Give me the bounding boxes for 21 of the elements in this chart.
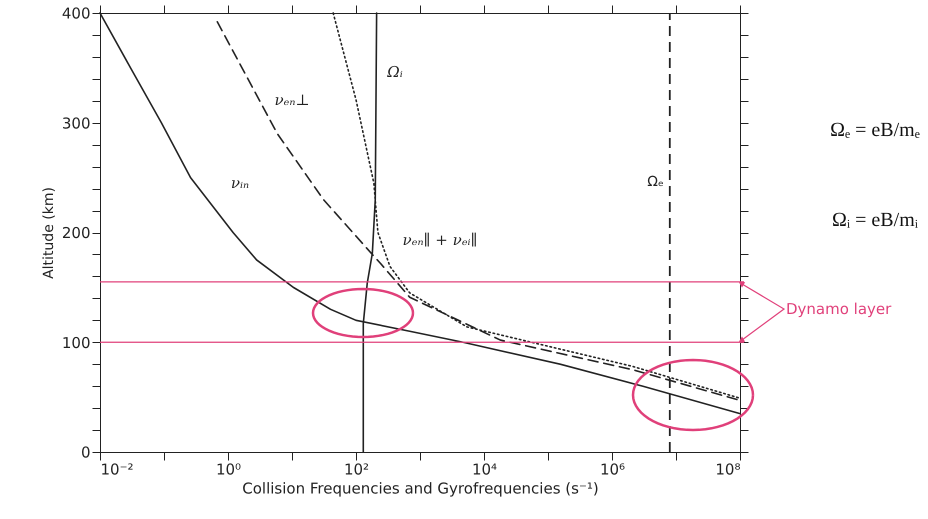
annotation: νᵢₙ: [230, 174, 250, 192]
y-tick-label: 300: [62, 114, 90, 132]
text: Dynamo layer: [786, 300, 892, 318]
y-tick-label: 400: [62, 4, 90, 22]
ref-line-label: Ωₑ: [647, 174, 664, 190]
text: Ωᵢ = eB/mᵢ: [832, 209, 919, 231]
y-tick-label: 0: [80, 444, 90, 462]
y-tick-label: 100: [62, 334, 90, 352]
x-tick-label: 10⁸: [715, 460, 740, 478]
x-tick-label: 10⁶: [600, 460, 626, 478]
x-tick-label: 10²: [344, 460, 370, 478]
text: Ωₑ = eB/mₑ: [830, 119, 920, 141]
annotation: Ωᵢ: [386, 63, 403, 81]
y-tick-label: 200: [62, 224, 90, 242]
x-tick-label: 10⁰: [216, 460, 242, 478]
x-tick-label: 10⁻²: [100, 460, 134, 478]
y-axis-title: Altitude (km): [40, 187, 57, 279]
x-axis-title: Collision Frequencies and Gyrofrequencies (s⁻¹): [242, 480, 599, 498]
annotation: νₑₙ∥ + νₑᵢ∥: [402, 231, 478, 249]
x-tick-label: 10⁴: [472, 460, 498, 478]
annotation: νₑₙ⊥: [274, 91, 310, 109]
